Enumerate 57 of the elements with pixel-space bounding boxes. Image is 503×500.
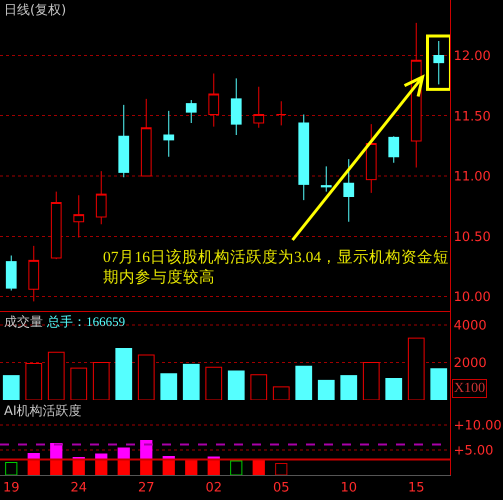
bar (50, 459, 62, 475)
y-tick-label: 10.50 (454, 230, 491, 245)
bar (140, 459, 152, 475)
bar (72, 459, 85, 475)
y-tick-label: 4000 (454, 318, 487, 334)
chart-subtitle: 总手：166659 (46, 314, 126, 329)
x-tick-label: 27 (138, 480, 155, 496)
candlestick (186, 100, 197, 124)
candlestick (50, 191, 62, 260)
bar (295, 366, 312, 400)
candlestick (433, 40, 444, 85)
y-tick-label: 12.00 (454, 49, 491, 64)
y-tick-label: 10.00 (454, 290, 491, 306)
bar (162, 459, 175, 475)
candlestick (208, 73, 220, 128)
x-tick-label: 15 (408, 480, 425, 496)
bar (228, 370, 245, 400)
bar (340, 375, 358, 400)
candlestick (28, 245, 40, 302)
x-tick-label: 24 (70, 480, 88, 496)
candlestick (118, 104, 130, 178)
bar (160, 373, 178, 400)
candlestick (96, 170, 107, 225)
bar (318, 380, 335, 400)
bar (385, 378, 402, 400)
candlestick (253, 86, 264, 128)
annotation: 07月16日该股机构活跃度为3.04，显示机构资金短期内参与度较高 (103, 248, 450, 286)
candlestick (140, 98, 152, 176)
y-tick-label: +5.00 (454, 444, 494, 459)
candlestick (6, 255, 17, 292)
x-tick-label: 19 (2, 480, 20, 496)
chart-title: 成交量 (4, 315, 43, 330)
bar (95, 459, 108, 475)
chart-title: 日线(复权) (4, 3, 66, 18)
y-tick-label: 11.50 (454, 109, 491, 124)
bar (252, 458, 265, 475)
bar (430, 368, 448, 400)
bar (118, 448, 130, 460)
x-tick-label: 10 (340, 480, 358, 496)
text: X100 (454, 381, 486, 396)
bar (208, 459, 220, 475)
x-tick-label: 02 (205, 480, 222, 496)
candlestick (163, 110, 174, 158)
chart-title: AI机构活跃度 (4, 403, 82, 419)
bar (118, 459, 130, 475)
bar (115, 348, 132, 400)
y-tick-label: 2000 (454, 356, 487, 372)
candlestick (73, 194, 84, 238)
bar (28, 459, 40, 475)
bar (2, 375, 20, 400)
x-tick-label: 05 (272, 480, 290, 496)
candlestick (230, 78, 242, 136)
candlestick (276, 100, 287, 126)
bar (182, 364, 200, 400)
bar (185, 458, 198, 475)
y-tick-label: +10.00 (454, 418, 502, 434)
y-tick-label: 11.00 (454, 170, 491, 185)
